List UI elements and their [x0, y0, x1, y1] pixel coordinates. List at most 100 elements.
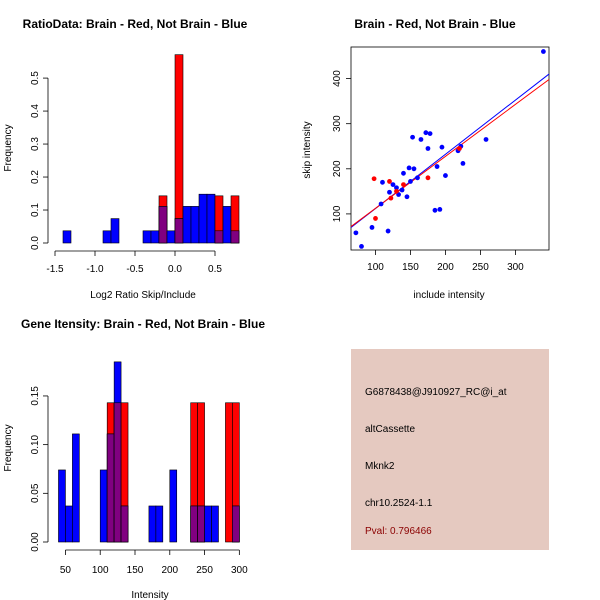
intensity-bar-notbrain — [72, 433, 80, 543]
ratio-bar-notbrain — [142, 230, 152, 244]
notbrain-point — [460, 160, 466, 166]
scatter-ytick-label: 100 — [332, 205, 343, 222]
notbrain-point — [404, 194, 410, 200]
ratio-ytick-label: 0.2 — [30, 170, 41, 184]
intensity-bar-overlap — [120, 505, 129, 543]
ratio-bar-notbrain — [166, 230, 176, 244]
notbrain-point — [380, 179, 385, 185]
ratio-bar-notbrain — [190, 206, 200, 244]
notbrain-point — [423, 130, 429, 136]
intensity-bar-overlap — [197, 505, 205, 543]
ratio-ytick-label: 0.3 — [30, 137, 41, 151]
ratio-title: RatioData: Brain - Red, Not Brain - Blue — [23, 17, 248, 31]
brain-point — [388, 195, 394, 201]
ratio-bar-notbrain — [182, 206, 192, 244]
ratio-bar-notbrain — [150, 230, 160, 244]
brain-point — [425, 175, 431, 181]
p-value: Pval: 0.796466 — [365, 526, 432, 537]
intensity-xtick-label: 100 — [92, 565, 109, 576]
intensity-xlabel: Intensity — [131, 590, 168, 600]
scatter-xtick-label: 100 — [367, 262, 384, 273]
notbrain-point — [411, 166, 417, 172]
notbrain-point — [353, 230, 359, 236]
notbrain-point — [437, 207, 443, 212]
ratio-xtick-label: -1.0 — [86, 264, 104, 275]
intensity-bar-notbrain — [65, 505, 73, 543]
scatter-xtick-label: 250 — [472, 262, 489, 273]
notbrain-point — [378, 201, 384, 207]
notbrain-point — [406, 165, 412, 171]
gene-symbol: Mknk2 — [365, 461, 395, 472]
brain-point — [387, 179, 392, 184]
scatter-ytick-label: 200 — [332, 160, 343, 177]
intensity-bar-notbrain — [58, 469, 66, 543]
intensity-bar-notbrain — [155, 505, 164, 543]
ratio-bar-notbrain — [62, 230, 72, 244]
genomic-location: chr10.2524-1.1 — [365, 498, 433, 509]
ratio-bar-notbrain — [102, 230, 112, 244]
notbrain-point — [439, 144, 445, 150]
scatter-ytick-label: 400 — [332, 70, 343, 87]
notbrain-point — [427, 131, 433, 137]
ratio-ytick-label: 0.4 — [30, 104, 41, 118]
notbrain-point — [399, 187, 405, 193]
notbrain-point — [415, 175, 420, 181]
gene-info-box: G6878438@J910927_RC@i_at altCassette Mkn… — [351, 349, 549, 550]
brain-point — [401, 182, 406, 187]
brain-point — [394, 188, 399, 194]
scatter-title: Brain - Red, Not Brain - Blue — [354, 17, 516, 31]
ratio-histogram: RatioData: Brain - Red, Not Brain - Blue… — [3, 17, 248, 301]
ratio-xtick-label: -1.5 — [46, 264, 64, 275]
intensity-bar-overlap — [113, 402, 122, 543]
ratio-xtick-label: 0.0 — [168, 264, 182, 275]
intensity-bar-overlap — [232, 505, 240, 543]
notbrain-point — [359, 243, 364, 249]
notbrain-point — [369, 225, 375, 230]
ratio-ylabel: Frequency — [3, 124, 14, 171]
intensity-xtick-label: 200 — [161, 565, 178, 576]
notbrain-point — [483, 137, 489, 142]
ratio-xlabel: Log2 Ratio Skip/Include — [90, 290, 196, 301]
notbrain-point — [394, 185, 399, 191]
ratio-bar-notbrain — [206, 193, 216, 244]
intensity-bar-brain — [225, 402, 233, 543]
intensity-bar-overlap — [190, 505, 198, 543]
event-type: altCassette — [365, 424, 416, 435]
ratio-ytick-label: 0.1 — [30, 203, 41, 217]
intensity-ytick-label: 0.15 — [30, 386, 41, 406]
ratio-ytick-label: 0.0 — [30, 236, 41, 250]
intensity-ylabel: Frequency — [3, 424, 14, 471]
intensity-scatter: Brain - Red, Not Brain - Blue include in… — [302, 17, 550, 301]
notbrain-point — [425, 146, 431, 151]
intensity-xtick-label: 250 — [196, 565, 213, 576]
brain-point — [371, 176, 377, 182]
scatter-ylabel: skip intensity — [302, 121, 313, 178]
notbrain-point — [434, 164, 440, 169]
intensity-histogram: Gene Itensity: Brain - Red, Not Brain - … — [3, 317, 265, 600]
ratio-bar-notbrain — [222, 206, 232, 244]
brain-fit-line — [350, 79, 550, 227]
ratio-bar-overlap — [214, 230, 224, 244]
intensity-ytick-label: 0.05 — [30, 483, 41, 503]
notbrain-point — [432, 207, 438, 213]
scatter-xtick-label: 200 — [437, 262, 454, 273]
ratio-xtick-label: 0.5 — [208, 264, 222, 275]
scatter-ytick-label: 300 — [332, 115, 343, 132]
intensity-xtick-label: 300 — [231, 565, 248, 576]
notbrain-point — [418, 137, 424, 142]
notbrain-point — [541, 49, 546, 54]
ratio-bar-overlap — [230, 230, 240, 244]
probe-id: G6878438@J910927_RC@i_at — [365, 387, 507, 398]
notbrain-point — [410, 134, 415, 140]
ratio-xtick-label: -0.5 — [126, 264, 144, 275]
notbrain-point — [443, 173, 448, 178]
ratio-bar-notbrain — [110, 218, 120, 244]
notbrain-point — [401, 170, 406, 176]
ratio-bar-brain — [174, 54, 184, 244]
ratio-ytick-label: 0.5 — [30, 71, 41, 85]
intensity-ytick-label: 0.00 — [30, 532, 41, 552]
notbrain-point — [408, 179, 413, 184]
intensity-bar-notbrain — [211, 505, 219, 543]
intensity-bar-notbrain — [99, 469, 108, 543]
